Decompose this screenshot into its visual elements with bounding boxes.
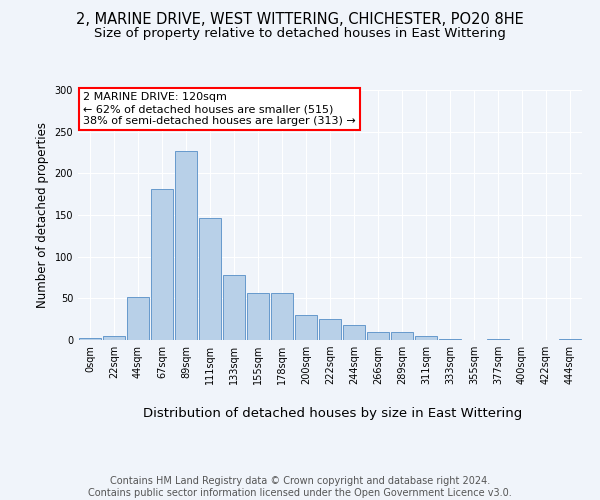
Bar	[391, 332, 413, 340]
Text: Contains HM Land Registry data © Crown copyright and database right 2024.
Contai: Contains HM Land Registry data © Crown c…	[88, 476, 512, 498]
Text: 2 MARINE DRIVE: 120sqm
← 62% of detached houses are smaller (515)
38% of semi-de: 2 MARINE DRIVE: 120sqm ← 62% of detached…	[83, 92, 356, 126]
Text: 2, MARINE DRIVE, WEST WITTERING, CHICHESTER, PO20 8HE: 2, MARINE DRIVE, WEST WITTERING, CHICHES…	[76, 12, 524, 28]
Bar	[247, 294, 269, 340]
Bar	[175, 151, 197, 340]
Bar	[559, 339, 581, 340]
Bar	[103, 336, 125, 340]
Bar	[295, 315, 317, 340]
Bar	[151, 189, 173, 340]
Y-axis label: Number of detached properties: Number of detached properties	[36, 122, 49, 308]
Bar	[199, 218, 221, 340]
Bar	[79, 338, 101, 340]
Bar	[319, 319, 341, 340]
Bar	[271, 294, 293, 340]
Bar	[127, 296, 149, 340]
Bar	[487, 339, 509, 340]
Text: Distribution of detached houses by size in East Wittering: Distribution of detached houses by size …	[143, 408, 523, 420]
Bar	[223, 275, 245, 340]
Bar	[343, 325, 365, 340]
Bar	[439, 339, 461, 340]
Bar	[415, 336, 437, 340]
Text: Size of property relative to detached houses in East Wittering: Size of property relative to detached ho…	[94, 28, 506, 40]
Bar	[367, 332, 389, 340]
